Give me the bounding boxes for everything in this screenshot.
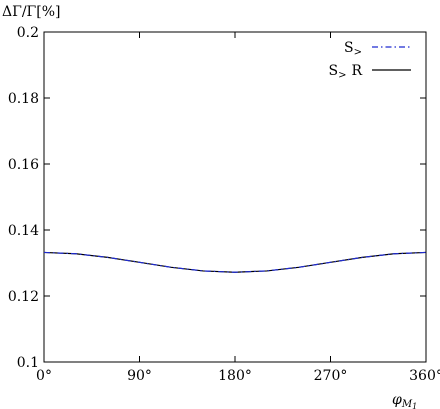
legend-label-2-sub: > xyxy=(338,70,346,81)
x-tick-label-1: 90° xyxy=(127,368,152,384)
legend-label-1-sub: > xyxy=(354,47,362,58)
legend-label-2-suffix: R xyxy=(351,63,362,79)
series-lines xyxy=(43,251,427,273)
y-tick-label-3: 0.16 xyxy=(8,157,39,173)
legend-label-2-name: S xyxy=(328,63,338,79)
x-axis-label: φM1 xyxy=(392,392,417,409)
legend: S> S> R xyxy=(328,40,411,81)
axis-ticks: 0° 90° 180° 270° 360° 0.1 0.12 0.14 0.16 0.18 0.2 xyxy=(8,25,440,384)
legend-label-2: S> R xyxy=(328,63,362,81)
x-tick-label-3: 270° xyxy=(314,368,348,384)
x-axis-label-sub: M xyxy=(401,399,413,409)
plot-frame xyxy=(43,31,427,363)
legend-label-1-name: S xyxy=(344,40,354,56)
x-axis-label-symbol: φ xyxy=(392,392,402,408)
y-tick-label-0: 0.1 xyxy=(17,355,39,371)
x-tick-label-4: 360° xyxy=(409,368,440,384)
x-tick-label-0: 0° xyxy=(36,368,52,384)
series-line-2 xyxy=(43,251,427,273)
y-tick-label-2: 0.14 xyxy=(8,223,39,239)
x-tick-label-2: 180° xyxy=(218,368,252,384)
legend-entry-1: S> xyxy=(344,40,411,58)
y-tick-label-1: 0.12 xyxy=(8,289,39,305)
x-axis-label-subsub: 1 xyxy=(412,402,417,409)
y-tick-label-4: 0.18 xyxy=(8,91,39,107)
y-tick-label-5: 0.2 xyxy=(17,25,39,41)
legend-label-1: S> xyxy=(344,40,362,58)
legend-entry-2: S> R xyxy=(328,63,411,81)
y-axis-label: ΔΓ/Γ[%] xyxy=(2,4,60,20)
series-line-1 xyxy=(43,251,427,273)
